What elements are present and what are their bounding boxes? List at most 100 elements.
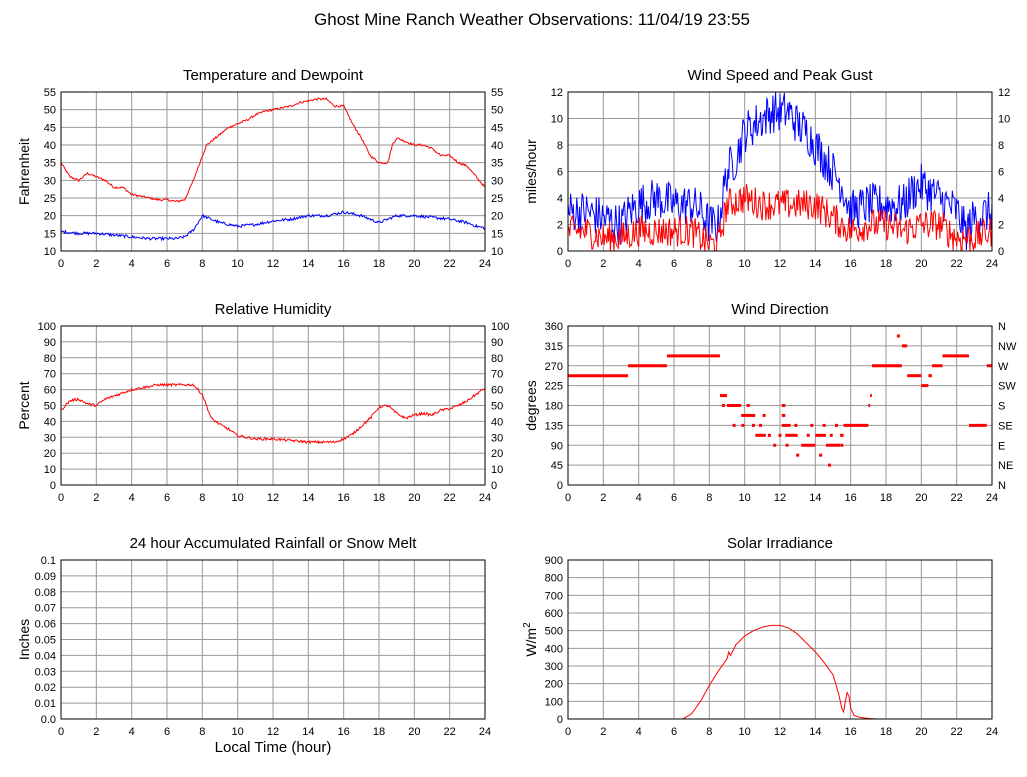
y-tick-label: 80 <box>44 353 56 365</box>
y-tick-label: 0.09 <box>35 571 56 583</box>
y-tick-label: 2 <box>557 220 563 232</box>
x-tick-label: 0 <box>565 258 571 270</box>
right-y-tick-label: 20 <box>491 211 503 223</box>
y-axis-label-text: Inches <box>16 619 32 660</box>
right-y-tick-label: 50 <box>491 105 503 117</box>
y-tick-label: 900 <box>545 555 563 567</box>
y-tick-label: 40 <box>44 416 56 428</box>
x-axis-label: Local Time (hour) <box>215 739 332 756</box>
x-tick-label: 20 <box>408 492 420 504</box>
x-tick-label: 18 <box>880 258 892 270</box>
direction-point <box>746 404 750 407</box>
y-tick-label: 360 <box>545 321 563 333</box>
x-tick-label: 12 <box>774 258 786 270</box>
y-tick-label: 500 <box>545 626 563 638</box>
right-y-tick-label: W <box>998 361 1009 373</box>
right-y-tick-label: 35 <box>491 158 503 170</box>
y-tick-label: 0 <box>50 480 56 492</box>
right-y-tick-label: 20 <box>491 448 503 460</box>
x-tick-label: 0 <box>58 726 64 738</box>
series-line-red <box>61 382 485 445</box>
x-tick-label: 10 <box>232 258 244 270</box>
x-tick-label: 6 <box>671 492 677 504</box>
rh-plot-area <box>61 382 485 445</box>
direction-point <box>810 423 814 427</box>
x-tick-label: 2 <box>600 258 606 270</box>
y-tick-label: 700 <box>545 590 563 602</box>
x-tick-label: 24 <box>479 726 491 738</box>
x-tick-label: 16 <box>338 258 350 270</box>
y-tick-label: 90 <box>551 440 563 452</box>
right-y-tick-label: NE <box>998 460 1013 472</box>
y-tick-label: 225 <box>545 381 563 393</box>
direction-point <box>732 423 736 427</box>
y-tick-label: 12 <box>551 87 563 99</box>
y-tick-label: 0.03 <box>35 666 56 678</box>
dir-plot-area <box>568 334 992 467</box>
y-tick-label: 0 <box>557 480 563 492</box>
x-tick-label: 10 <box>739 492 751 504</box>
y-axis-label-text: degrees <box>523 380 539 431</box>
direction-point <box>840 443 844 447</box>
dir-frame <box>567 325 993 486</box>
y-tick-label: 270 <box>545 361 563 373</box>
x-tick-label: 12 <box>267 726 279 738</box>
y-tick-label: 10 <box>44 464 56 476</box>
x-tick-label: 18 <box>880 492 892 504</box>
series-line-red <box>61 97 485 203</box>
y-tick-label: 0.01 <box>35 698 56 710</box>
right-y-tick-label: 70 <box>491 369 503 381</box>
x-tick-label: 16 <box>845 492 857 504</box>
series-line-blue <box>61 210 485 242</box>
x-tick-label: 18 <box>880 726 892 738</box>
right-y-tick-label: 40 <box>491 140 503 152</box>
wind-title: Wind Speed and Peak Gust <box>687 67 873 84</box>
x-tick-label: 24 <box>479 492 491 504</box>
y-tick-label: 800 <box>545 573 563 585</box>
x-tick-label: 14 <box>302 492 314 504</box>
direction-point <box>721 404 725 407</box>
y-tick-label: 0.1 <box>41 555 56 567</box>
solar-title: Solar Irradiance <box>727 535 833 552</box>
y-tick-label: 100 <box>38 321 56 333</box>
dir-title: Wind Direction <box>731 301 829 318</box>
temp-plot-area <box>61 97 485 242</box>
x-tick-label: 6 <box>164 726 170 738</box>
y-tick-label: 0 <box>557 246 563 258</box>
direction-point <box>752 423 755 427</box>
x-tick-label: 14 <box>809 726 821 738</box>
x-tick-label: 14 <box>809 258 821 270</box>
y-tick-label: 8 <box>557 140 563 152</box>
right-y-tick-label: 80 <box>491 353 503 365</box>
y-tick-label: 70 <box>44 369 56 381</box>
x-tick-label: 10 <box>739 726 751 738</box>
x-tick-label: 4 <box>636 726 642 738</box>
y-tick-label: 0.07 <box>35 603 56 615</box>
wind-plot-area <box>568 92 992 251</box>
x-tick-label: 14 <box>302 258 314 270</box>
y-tick-label: 0.05 <box>35 635 56 647</box>
x-tick-label: 2 <box>600 492 606 504</box>
rh-title: Relative Humidity <box>215 301 332 318</box>
y-tick-label: 15 <box>44 228 56 240</box>
right-y-tick-label: 2 <box>998 220 1004 232</box>
rain-title: 24 hour Accumulated Rainfall or Snow Mel… <box>130 535 418 552</box>
y-tick-label: 0 <box>557 714 563 726</box>
rain-frame <box>60 559 486 720</box>
x-tick-label: 24 <box>986 258 998 270</box>
right-y-tick-label: 6 <box>998 167 1004 179</box>
right-y-tick-label: 25 <box>491 193 503 205</box>
x-tick-label: 20 <box>915 726 927 738</box>
temp-title: Temperature and Dewpoint <box>183 67 364 84</box>
y-tick-label: 50 <box>44 401 56 413</box>
x-tick-label: 8 <box>706 726 712 738</box>
x-tick-label: 8 <box>199 492 205 504</box>
solar-y-axis-label: W/m2 <box>522 622 539 657</box>
page-title: Ghost Mine Ranch Weather Observations: 1… <box>314 10 750 29</box>
rh-y-axis-label: Percent <box>16 381 32 429</box>
solar-plot-area <box>568 624 992 719</box>
y-tick-label: 135 <box>545 420 563 432</box>
x-tick-label: 20 <box>408 726 420 738</box>
